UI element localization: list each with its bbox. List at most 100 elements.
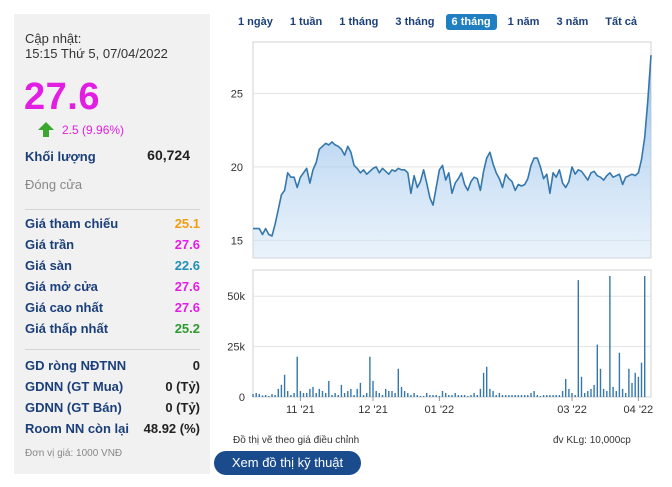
price-row-label: Giá mở cửa: [25, 279, 98, 294]
volume-bar: [403, 391, 406, 397]
volume-bar: [448, 395, 450, 397]
volume-bar: [302, 393, 305, 397]
volume-bar: [337, 395, 339, 397]
volume-bar: [501, 395, 504, 397]
volume-bar: [470, 395, 472, 397]
volume-bar: [372, 380, 374, 397]
volume-y-tick-label: 0: [239, 392, 245, 404]
arrow-up-icon: [38, 122, 54, 137]
volume-bar: [584, 393, 586, 397]
volume-bar: [517, 395, 519, 397]
volume-bar: [400, 386, 403, 397]
volume-bar: [356, 388, 358, 397]
price-row: Giá sàn 22.6: [25, 258, 200, 278]
volume-bar: [274, 395, 276, 397]
technical-chart-button[interactable]: Xem đồ thị kỹ thuật: [214, 451, 361, 475]
volume-bar: [252, 394, 254, 397]
volume-bar: [498, 393, 501, 397]
price-unit-note: Đơn vị giá: 1000 VNĐ: [25, 448, 123, 459]
volume-y-tick-label: 25k: [227, 342, 245, 354]
volume-bar: [309, 388, 311, 397]
volume-bar: [287, 391, 289, 397]
tab-3-years[interactable]: 3 năm: [556, 16, 589, 28]
volume-bar: [321, 391, 324, 397]
volume-bar: [561, 391, 564, 397]
tab-1-week[interactable]: 1 tuần: [289, 16, 323, 28]
volume-bar: [546, 395, 548, 397]
volume-bar: [350, 388, 352, 397]
volume-bar: [328, 380, 330, 397]
volume-bar: [290, 395, 292, 397]
volume-bar: [577, 280, 579, 397]
volume-bar: [283, 374, 286, 397]
volume-bar: [590, 388, 592, 397]
volume-bar: [612, 386, 614, 397]
update-time: 15:15 Thứ 5, 07/04/2022: [25, 46, 168, 61]
tab-1-month[interactable]: 1 tháng: [339, 16, 379, 28]
volume-bar: [476, 395, 478, 397]
price-area: [253, 55, 651, 259]
volume-bar: [609, 276, 611, 397]
volume-bar: [580, 376, 583, 397]
foreign-row-label: GDNN (GT Mua): [25, 379, 124, 394]
adjusted-price-note: Đồ thị vẽ theo giá điều chỉnh: [233, 435, 360, 446]
price-row-value: 27.6: [174, 237, 200, 252]
price-row: Giá thấp nhất 25.2: [25, 321, 200, 341]
volume-bar: [587, 391, 589, 397]
volume-bar: [410, 395, 412, 397]
foreign-row: Room NN còn lại 48.92 (%): [25, 421, 200, 441]
volume-bar: [388, 391, 390, 397]
volume-bar: [634, 372, 636, 397]
tab-all[interactable]: Tất cả: [605, 16, 638, 28]
volume-bar: [631, 382, 633, 397]
price-row: Giá trần 27.6: [25, 237, 200, 257]
price-row-label: Giá cao nhất: [25, 300, 104, 315]
volume-bar: [312, 386, 314, 397]
volume-bar: [628, 368, 630, 397]
volume-bar: [533, 391, 535, 397]
price-change-text: 2.5 (9.96%): [62, 122, 125, 137]
price-y-tick-label: 25: [231, 88, 243, 100]
tab-1-day[interactable]: 1 ngày: [238, 16, 273, 28]
price-row-label: Giá trần: [25, 237, 75, 252]
volume-bar: [359, 382, 362, 397]
volume-bar: [271, 394, 273, 397]
volume-bar: [505, 395, 507, 397]
volume-bar: [457, 395, 459, 397]
volume-bar: [637, 376, 640, 397]
foreign-row-value: 0 (Tỷ): [165, 379, 200, 394]
volume-bar: [264, 395, 267, 397]
price-chart: 15 20 25: [231, 41, 652, 259]
volume-bar: [343, 393, 346, 397]
volume-bar: [318, 388, 320, 397]
volume-unit-note: đv KLg: 10,000cp: [553, 435, 631, 446]
tab-1-year[interactable]: 1 năm: [507, 16, 540, 28]
volume-bar: [299, 391, 302, 397]
volume-bar: [463, 395, 466, 397]
volume-bar: [325, 393, 327, 397]
volume-bar: [530, 393, 532, 397]
volume-bar: [438, 396, 441, 397]
volume-bar: [394, 393, 396, 397]
price-row-label: Giá thấp nhất: [25, 321, 109, 336]
volume-bar: [454, 393, 456, 397]
volume-bar: [445, 393, 447, 397]
volume-bar: [492, 391, 494, 397]
volume-bar: [495, 395, 497, 397]
volume-bar: [536, 395, 538, 397]
volume-bar: [385, 388, 387, 397]
volume-bar: [539, 396, 542, 397]
volume-bar: [486, 366, 488, 397]
update-label: Cập nhật:: [25, 31, 82, 46]
volume-bar: [511, 395, 513, 397]
price-row-label: Giá sàn: [25, 258, 72, 273]
tab-6-months[interactable]: 6 tháng: [445, 14, 497, 30]
tab-3-months[interactable]: 3 tháng: [395, 16, 435, 28]
volume-value: 60,724: [147, 147, 190, 163]
volume-bar: [527, 395, 529, 397]
x-tick-label: 03 '22: [557, 404, 587, 416]
volume-bar: [542, 395, 545, 397]
volume-bar: [460, 395, 463, 397]
volume-bar: [552, 395, 554, 397]
volume-bar: [479, 388, 482, 397]
